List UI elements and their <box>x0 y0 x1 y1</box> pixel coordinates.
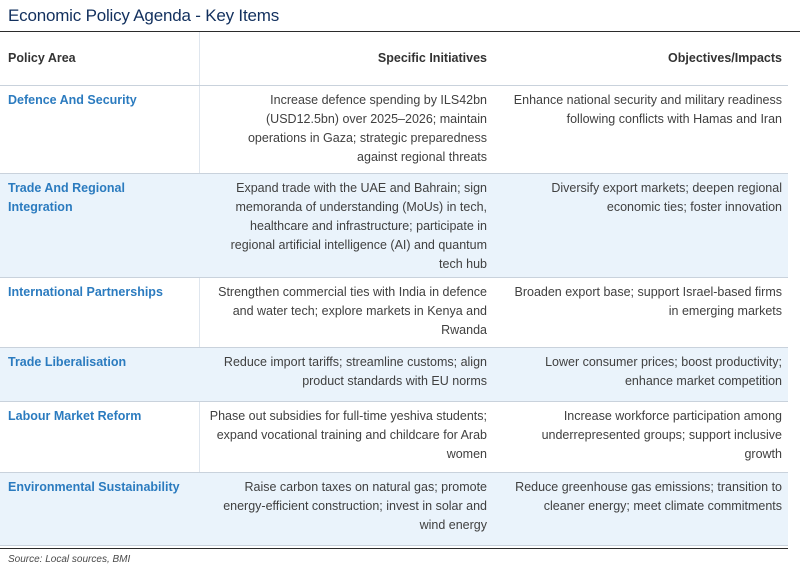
objectives-cell: Diversify export markets; deepen regiona… <box>499 173 788 278</box>
policy-area-cell: Labour Market Reform <box>0 401 199 473</box>
initiatives-cell: Phase out subsidies for full-time yeshiv… <box>199 401 499 473</box>
table-row: Trade Liberalisation Reduce import tarif… <box>0 347 788 402</box>
source-note: Source: Local sources, BMI <box>8 554 131 565</box>
initiatives-cell: Expand trade with the UAE and Bahrain; s… <box>199 173 499 278</box>
objectives-cell: Reduce greenhouse gas emissions; transit… <box>499 472 788 546</box>
objectives-cell: Lower consumer prices; boost productivit… <box>499 347 788 402</box>
table-row: Labour Market Reform Phase out subsidies… <box>0 401 788 473</box>
header-specific-initiatives: Specific Initiatives <box>199 32 499 86</box>
policy-table: Policy Area Specific Initiatives Objecti… <box>0 32 788 546</box>
table-row: Defence And Security Increase defence sp… <box>0 85 788 174</box>
objectives-cell: Enhance national security and military r… <box>499 85 788 174</box>
table-row: Environmental Sustainability Raise carbo… <box>0 472 788 546</box>
objectives-cell: Broaden export base; support Israel-base… <box>499 277 788 348</box>
initiatives-cell: Strengthen commercial ties with India in… <box>199 277 499 348</box>
title-divider <box>0 31 800 32</box>
policy-area-cell: International Partnerships <box>0 277 199 348</box>
policy-area-cell: Trade Liberalisation <box>0 347 199 402</box>
table-header-row: Policy Area Specific Initiatives Objecti… <box>0 32 788 86</box>
header-objectives-impacts: Objectives/Impacts <box>499 32 788 86</box>
policy-area-cell: Environmental Sustainability <box>0 472 199 546</box>
policy-area-cell: Defence And Security <box>0 85 199 174</box>
initiatives-cell: Raise carbon taxes on natural gas; promo… <box>199 472 499 546</box>
policy-area-cell: Trade And Regional Integration <box>0 173 199 278</box>
initiatives-cell: Increase defence spending by ILS42bn (US… <box>199 85 499 174</box>
table-row: Trade And Regional Integration Expand tr… <box>0 173 788 278</box>
table-row: International Partnerships Strengthen co… <box>0 277 788 348</box>
initiatives-cell: Reduce import tariffs; streamline custom… <box>199 347 499 402</box>
objectives-cell: Increase workforce participation among u… <box>499 401 788 473</box>
header-policy-area: Policy Area <box>0 32 199 86</box>
page-title: Economic Policy Agenda - Key Items <box>8 6 279 25</box>
source-divider <box>0 548 788 549</box>
